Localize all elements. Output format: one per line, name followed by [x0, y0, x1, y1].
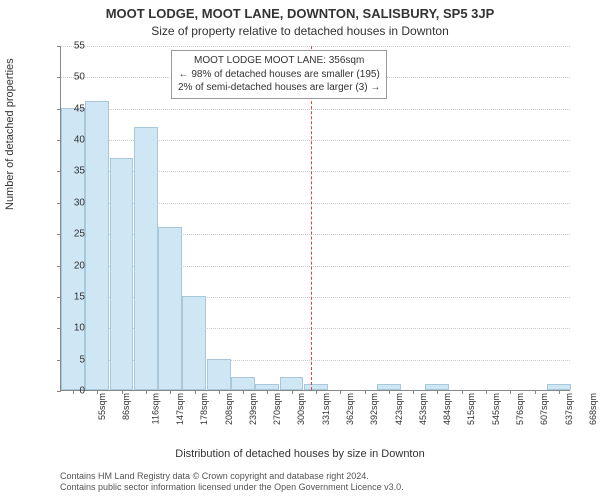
x-axis-label: Distribution of detached houses by size …	[0, 448, 600, 460]
chart-title-sub: Size of property relative to detached ho…	[0, 21, 600, 38]
xtick-mark	[122, 390, 123, 394]
xtick-mark	[243, 390, 244, 394]
ytick-label: 35	[63, 166, 85, 177]
xtick-label: 55sqm	[97, 393, 107, 420]
chart-title-main: MOOT LODGE, MOOT LANE, DOWNTON, SALISBUR…	[0, 0, 600, 21]
xtick-label: 116sqm	[150, 393, 160, 424]
xtick-label: 300sqm	[296, 393, 306, 425]
xtick-mark	[146, 390, 147, 394]
xtick-label: 147sqm	[175, 393, 185, 425]
histogram-bar	[280, 377, 304, 390]
xtick-mark	[97, 390, 98, 394]
ytick-label: 20	[63, 260, 85, 271]
histogram-bar	[207, 359, 231, 390]
histogram-bar	[61, 108, 85, 390]
histogram-bar	[134, 127, 158, 390]
ytick-label: 30	[63, 197, 85, 208]
xtick-mark	[389, 390, 390, 394]
credits-line-2: Contains public sector information licen…	[60, 482, 404, 494]
xtick-mark	[365, 390, 366, 394]
ytick-label: 10	[63, 323, 85, 334]
histogram-bar	[231, 377, 255, 390]
annotation-line: ← 98% of detached houses are smaller (19…	[178, 68, 380, 82]
xtick-label: 270sqm	[272, 393, 282, 425]
xtick-label: 607sqm	[539, 393, 549, 425]
ytick-label: 50	[63, 72, 85, 83]
xtick-label: 423sqm	[394, 393, 404, 425]
histogram-bar	[182, 296, 206, 390]
ytick-label: 15	[63, 291, 85, 302]
xtick-label: 576sqm	[515, 393, 525, 425]
xtick-mark	[413, 390, 414, 394]
xtick-label: 392sqm	[369, 393, 379, 425]
xtick-mark	[559, 390, 560, 394]
xtick-label: 453sqm	[418, 393, 428, 425]
ytick-mark	[57, 391, 61, 392]
xtick-mark	[535, 390, 536, 394]
histogram-bar	[110, 158, 134, 390]
histogram-bar	[158, 227, 182, 390]
annotation-box: MOOT LODGE MOOT LANE: 356sqm← 98% of det…	[171, 50, 387, 99]
ytick-label: 5	[63, 354, 85, 365]
histogram-bar	[85, 101, 109, 390]
xtick-mark	[292, 390, 293, 394]
credits-text: Contains HM Land Registry data © Crown c…	[60, 471, 404, 494]
xtick-label: 545sqm	[491, 393, 501, 425]
grid-line	[61, 109, 570, 110]
annotation-line: 2% of semi-detached houses are larger (3…	[178, 81, 380, 95]
xtick-mark	[170, 390, 171, 394]
ytick-mark	[57, 77, 61, 78]
ytick-label: 40	[63, 135, 85, 146]
xtick-label: 208sqm	[224, 393, 234, 425]
xtick-mark	[510, 390, 511, 394]
grid-line	[61, 46, 570, 47]
xtick-label: 331sqm	[321, 393, 331, 425]
chart-plot-area: 55sqm86sqm116sqm147sqm178sqm208sqm239sqm…	[60, 46, 570, 391]
xtick-label: 668sqm	[588, 393, 598, 425]
xtick-mark	[316, 390, 317, 394]
xtick-label: 637sqm	[564, 393, 574, 425]
xtick-label: 239sqm	[248, 393, 258, 425]
ytick-label: 25	[63, 229, 85, 240]
y-axis-label: Number of detached properties	[4, 58, 16, 210]
annotation-line: MOOT LODGE MOOT LANE: 356sqm	[178, 54, 380, 68]
ytick-label: 55	[63, 41, 85, 52]
credits-line-1: Contains HM Land Registry data © Crown c…	[60, 471, 404, 483]
xtick-mark	[219, 390, 220, 394]
xtick-mark	[195, 390, 196, 394]
xtick-mark	[486, 390, 487, 394]
xtick-mark	[437, 390, 438, 394]
xtick-label: 484sqm	[442, 393, 452, 425]
xtick-mark	[462, 390, 463, 394]
xtick-mark	[267, 390, 268, 394]
ytick-label: 0	[63, 386, 85, 397]
ytick-label: 45	[63, 103, 85, 114]
xtick-label: 362sqm	[345, 393, 355, 425]
xtick-label: 86sqm	[121, 393, 131, 420]
xtick-label: 178sqm	[199, 393, 209, 425]
xtick-mark	[340, 390, 341, 394]
xtick-label: 515sqm	[466, 393, 476, 425]
ytick-mark	[57, 46, 61, 47]
